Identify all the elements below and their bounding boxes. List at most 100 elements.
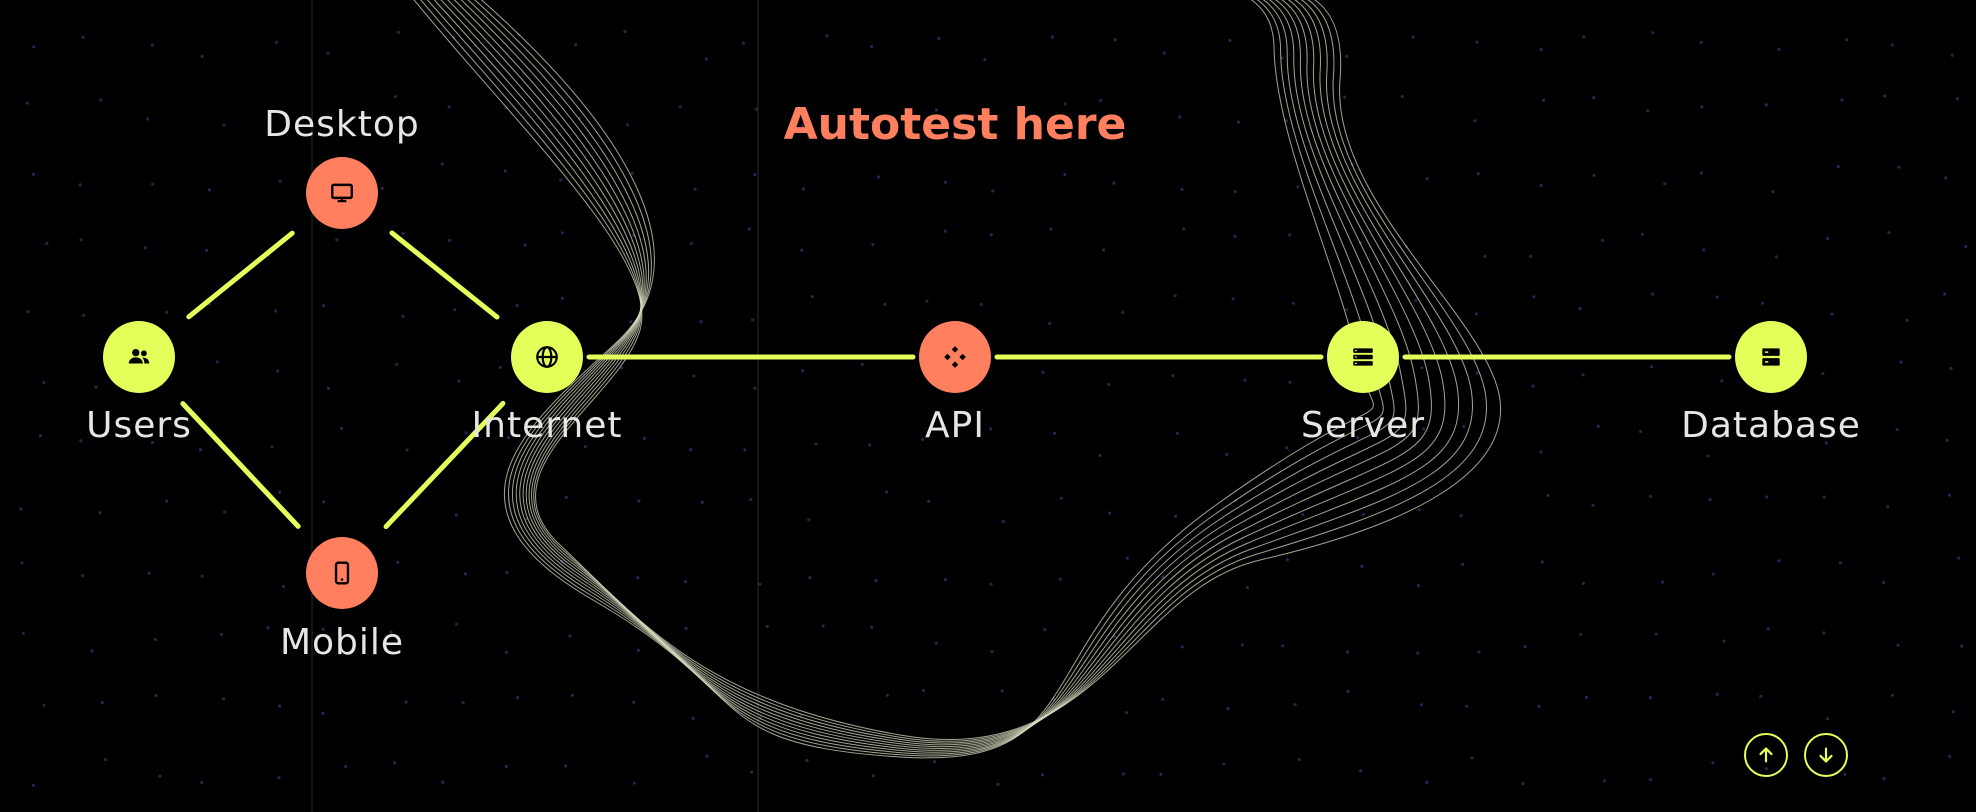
wave-line	[480, 0, 1374, 759]
scroll-up-button[interactable]	[1744, 733, 1788, 777]
star-dot	[1361, 512, 1365, 517]
star-dot	[396, 30, 400, 34]
star-dot	[574, 43, 578, 47]
star-dot	[94, 385, 98, 389]
star-dot	[632, 781, 637, 785]
star-dot	[463, 572, 468, 576]
star-dot	[1285, 446, 1289, 450]
star-dot	[1895, 428, 1899, 432]
star-dot	[871, 774, 875, 778]
star-dot	[1222, 762, 1226, 766]
star-dot	[705, 754, 709, 758]
star-dot	[1948, 754, 1952, 759]
star-dot	[1050, 35, 1055, 39]
star-dot	[1715, 295, 1719, 299]
star-dot	[1890, 43, 1894, 47]
star-dot	[683, 580, 688, 584]
star-dot	[321, 627, 325, 632]
edge-users-mobile	[180, 401, 301, 529]
star-dot	[1058, 577, 1062, 581]
star-dot	[996, 782, 1000, 786]
star-dot	[814, 442, 818, 446]
star-dot	[1711, 572, 1715, 576]
node-internet[interactable]	[511, 321, 583, 393]
node-database[interactable]	[1735, 321, 1807, 393]
star-dot	[860, 362, 864, 366]
star-dot	[321, 711, 325, 716]
star-dot	[1537, 704, 1541, 708]
star-dot	[515, 303, 519, 308]
star-dot	[1059, 496, 1063, 500]
star-dot	[393, 761, 397, 765]
star-dot	[1897, 165, 1901, 169]
star-dot	[405, 448, 409, 452]
star-dot	[1425, 780, 1429, 785]
server-icon	[1353, 348, 1373, 366]
star-dot	[503, 169, 507, 173]
node-desktop[interactable]	[306, 157, 378, 229]
star-dot	[1843, 772, 1847, 776]
star-dot	[758, 582, 762, 586]
star-dot	[81, 35, 85, 39]
star-dot	[1112, 181, 1116, 185]
star-dot	[560, 296, 565, 300]
star-dot	[158, 774, 162, 778]
star-dot	[1400, 95, 1404, 99]
star-dot	[278, 490, 282, 494]
star-dot	[925, 299, 929, 303]
star-dot	[270, 445, 274, 449]
star-dot	[1233, 190, 1237, 194]
star-dot	[1960, 644, 1964, 648]
star-dot	[1821, 372, 1825, 376]
node-mobile[interactable]	[306, 537, 378, 609]
star-dot	[1416, 651, 1420, 655]
scroll-down-button[interactable]	[1804, 733, 1848, 777]
star-dot	[1477, 650, 1481, 654]
star-dot	[31, 172, 35, 176]
star-dot	[20, 561, 24, 565]
star-dot	[1226, 707, 1230, 711]
star-dot	[1646, 109, 1650, 113]
star-dot	[1899, 360, 1903, 364]
star-dot	[927, 499, 931, 503]
node-api[interactable]	[919, 321, 991, 393]
star-dot	[630, 171, 634, 175]
star-dot	[1233, 234, 1237, 238]
star-dot	[326, 386, 330, 391]
star-dot	[1640, 232, 1644, 236]
star-dot	[1777, 47, 1781, 52]
star-dot	[32, 45, 36, 49]
star-dot	[1417, 508, 1421, 512]
star-dot	[42, 703, 46, 707]
star-dot	[1964, 245, 1968, 249]
star-dot	[165, 310, 169, 314]
star-dot	[1301, 512, 1305, 517]
star-dot	[632, 700, 636, 704]
star-dot	[1765, 495, 1769, 499]
star-dot	[1243, 378, 1247, 382]
star-dot	[401, 231, 405, 235]
star-dot	[454, 622, 459, 626]
star-dot	[19, 507, 23, 511]
node-server[interactable]	[1327, 321, 1399, 393]
star-dot	[1539, 183, 1543, 188]
star-dot	[1284, 119, 1288, 123]
star-dot	[1887, 231, 1891, 235]
star-dot	[1171, 373, 1175, 378]
label-desktop: Desktop	[264, 104, 420, 145]
star-dot	[1581, 373, 1585, 377]
star-dot	[1113, 38, 1117, 42]
star-dot	[1845, 38, 1849, 42]
star-dot	[1702, 248, 1706, 252]
star-dot	[1663, 182, 1667, 186]
star-dot	[743, 448, 747, 452]
star-dot	[693, 187, 697, 191]
star-dot	[1417, 584, 1421, 588]
star-dot	[198, 448, 203, 452]
node-users[interactable]	[103, 321, 175, 393]
star-dot	[339, 113, 343, 117]
label-mobile: Mobile	[279, 622, 405, 663]
star-dot	[153, 637, 158, 642]
star-dot	[204, 248, 209, 252]
star-dot	[447, 105, 451, 109]
